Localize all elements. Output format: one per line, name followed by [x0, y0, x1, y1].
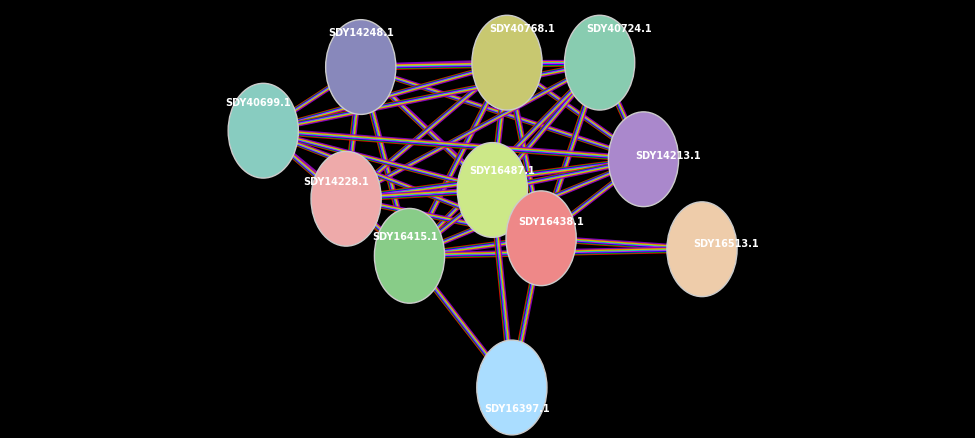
Text: SDY16438.1: SDY16438.1	[518, 216, 584, 226]
Text: SDY14213.1: SDY14213.1	[635, 151, 701, 160]
Ellipse shape	[667, 202, 737, 297]
Text: SDY16397.1: SDY16397.1	[484, 403, 550, 413]
Text: SDY16415.1: SDY16415.1	[371, 232, 438, 241]
Text: SDY14248.1: SDY14248.1	[328, 28, 394, 38]
Text: SDY16513.1: SDY16513.1	[693, 238, 760, 248]
Ellipse shape	[506, 191, 576, 286]
Text: SDY40699.1: SDY40699.1	[225, 98, 292, 108]
Text: SDY14228.1: SDY14228.1	[303, 177, 370, 187]
Ellipse shape	[311, 152, 381, 247]
Ellipse shape	[608, 113, 679, 207]
Ellipse shape	[374, 209, 445, 304]
Ellipse shape	[477, 340, 547, 435]
Ellipse shape	[457, 143, 527, 238]
Ellipse shape	[565, 16, 635, 111]
Text: SDY16487.1: SDY16487.1	[469, 166, 535, 176]
Ellipse shape	[228, 84, 298, 179]
Ellipse shape	[326, 21, 396, 115]
Ellipse shape	[472, 16, 542, 111]
Text: SDY40768.1: SDY40768.1	[488, 24, 555, 33]
Text: SDY40724.1: SDY40724.1	[586, 24, 652, 33]
